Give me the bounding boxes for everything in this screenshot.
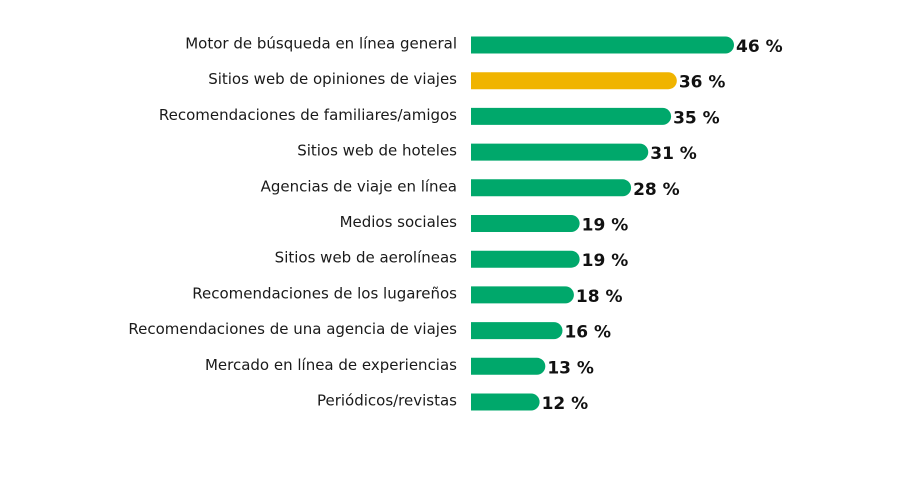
category-label: Motor de búsqueda en línea general [185,35,457,53]
bar [471,107,672,125]
category-label: Sitios web de opiniones de viajes [208,70,457,88]
bar [471,286,574,304]
value-label: 28 % [633,180,680,200]
bars [471,36,734,411]
bar [471,357,546,375]
value-label: 18 % [576,287,623,307]
value-label: 19 % [582,251,629,271]
bar [471,393,540,411]
value-label: 31 % [650,144,697,164]
value-label: 19 % [582,216,629,236]
category-label: Sitios web de hoteles [297,142,457,160]
category-label: Recomendaciones de familiares/amigos [159,106,457,124]
bar [471,215,580,232]
category-label: Medios sociales [340,213,458,231]
category-labels: Motor de búsqueda en línea general Sitios… [128,35,457,410]
bar [471,179,632,197]
bar [471,143,649,161]
category-label: Periódicos/revistas [317,392,457,410]
value-label: 35 % [673,108,720,128]
value-label: 46 % [736,37,783,57]
bar [471,72,677,90]
category-label: Recomendaciones de los lugareños [192,284,457,302]
bar [471,322,563,340]
bar [471,250,580,268]
value-labels: 46 %36 %35 %31 %28 %19 %19 %18 %16 %13 %… [542,37,783,414]
value-label: 13 % [547,358,594,378]
category-label: Sitios web de aerolíneas [275,249,457,267]
category-label: Mercado en línea de experiencias [205,356,457,374]
value-label: 36 % [679,73,726,93]
value-label: 12 % [542,394,589,414]
category-label: Agencias de viaje en línea [261,177,457,195]
value-label: 16 % [564,323,611,343]
bar [471,36,734,54]
category-label: Recomendaciones de una agencia de viajes [128,320,457,338]
